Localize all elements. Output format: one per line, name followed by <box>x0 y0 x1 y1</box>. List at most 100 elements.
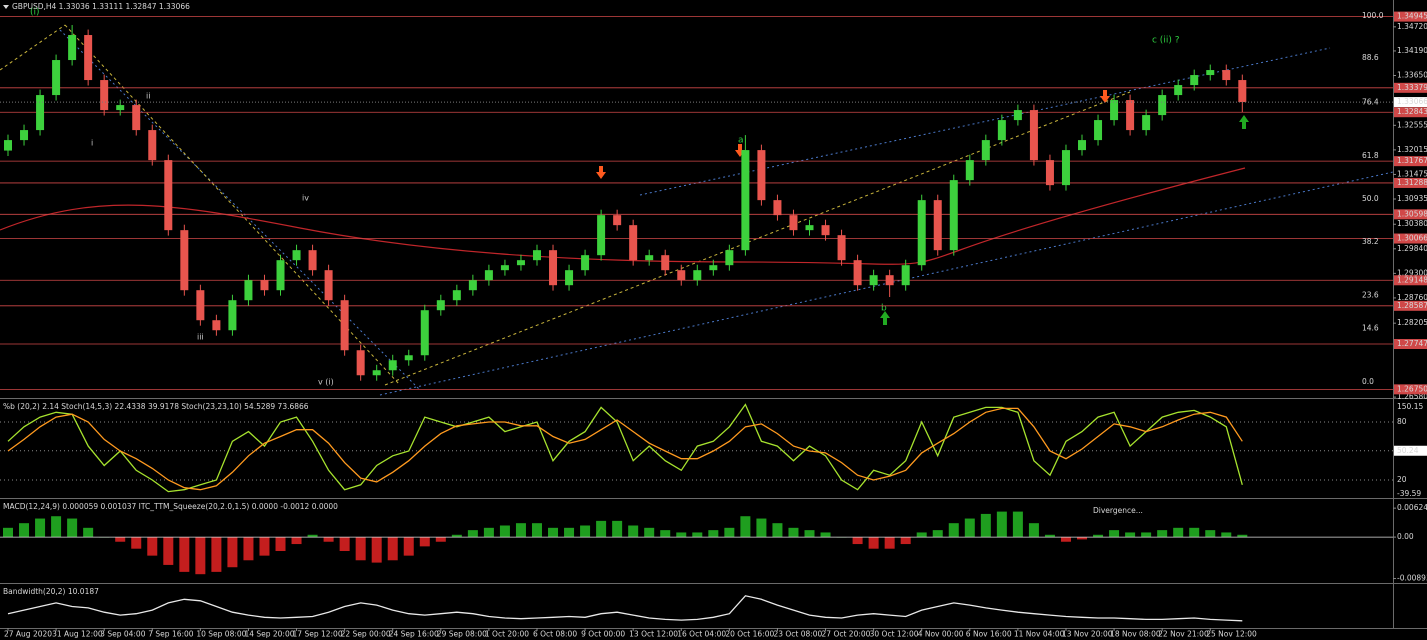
panel-title: %b (20,2) 2.14 Stoch(14,5,3) 22.4338 39.… <box>3 402 309 411</box>
level-label-box <box>1394 275 1427 286</box>
trend-line <box>384 91 1131 386</box>
histogram-bar <box>580 525 591 538</box>
y-tick-label: 0.006241 <box>1397 503 1427 512</box>
histogram-bar <box>708 530 719 538</box>
histogram-bar <box>403 537 414 556</box>
candle-body <box>68 35 77 61</box>
candle-body <box>597 215 606 256</box>
y-tick-label: 50.24 <box>1397 446 1419 455</box>
histogram-bar <box>387 537 398 561</box>
level-label-box <box>1394 384 1427 395</box>
histogram-bar <box>275 537 286 552</box>
histogram-bar <box>948 523 959 538</box>
candle-body <box>549 250 558 286</box>
x-tick-label: 6 Oct 08:00 <box>533 630 577 639</box>
current-price-box <box>1394 97 1427 108</box>
candle-body <box>340 300 349 351</box>
candle-body <box>789 215 798 231</box>
wave-label: c (ii) ? <box>1152 36 1180 46</box>
candle-body <box>324 270 333 301</box>
level-label: 1.33379 <box>1397 83 1427 92</box>
level-label: 1.26750 <box>1397 384 1427 393</box>
candle-body <box>532 250 541 261</box>
histogram-bar <box>419 537 430 547</box>
x-tick-label: 30 Oct 12:00 <box>870 630 919 639</box>
histogram-bar <box>804 530 815 538</box>
candle-body <box>853 260 862 286</box>
histogram-bar <box>788 527 799 538</box>
histogram-bar <box>932 530 943 538</box>
level-label-box <box>1394 11 1427 22</box>
candle-body <box>901 265 910 286</box>
histogram-bar <box>1189 527 1200 538</box>
histogram-bar <box>435 537 446 542</box>
y-tick-label: 1.32015 <box>1397 145 1427 154</box>
y-tick-label: 0.00 <box>1397 532 1414 541</box>
trend-line <box>0 24 66 71</box>
y-tick-label: -0.008937 <box>1397 574 1427 583</box>
histogram-bar <box>1237 534 1248 538</box>
histogram-bar <box>83 527 94 538</box>
candle-body <box>516 260 525 266</box>
level-label-box <box>1394 107 1427 118</box>
arrow-up <box>1239 115 1249 129</box>
x-tick-label: 3 Sep 04:00 <box>100 630 146 639</box>
candle-body <box>4 140 12 151</box>
y-tick-label: 1.30380 <box>1397 219 1427 228</box>
histogram-bar <box>35 518 46 538</box>
wave-label: v (i) <box>318 378 334 387</box>
y-tick-label: 20 <box>1397 475 1407 484</box>
level-label-box <box>1394 82 1427 93</box>
candle-body <box>645 255 654 261</box>
candle-body <box>116 105 125 111</box>
wave-label: a <box>738 136 744 146</box>
fib-label: 61.8 <box>1362 151 1379 160</box>
y-tick-label: 1.30935 <box>1397 194 1427 203</box>
series-line <box>7 403 1243 493</box>
x-tick-label: 16 Oct 04:00 <box>677 630 726 639</box>
wave-label: b <box>881 304 887 314</box>
candle-body <box>228 300 237 331</box>
level-label: 1.30598 <box>1397 209 1427 218</box>
histogram-bar <box>291 537 302 545</box>
histogram-bar <box>307 534 318 538</box>
candle-body <box>1045 160 1054 186</box>
candle-body <box>260 280 269 291</box>
candle-body <box>757 150 766 201</box>
candle-body <box>821 225 830 236</box>
y-tick-label: 1.26580 <box>1397 392 1427 401</box>
level-label-box <box>1394 156 1427 167</box>
scale-label: -39.59 <box>1397 489 1421 498</box>
candle-body <box>869 275 878 286</box>
candle-body <box>1110 100 1119 121</box>
x-tick-label: 17 Sep 12:00 <box>293 630 343 639</box>
x-tick-label: 25 Nov 12:00 <box>1206 630 1257 639</box>
x-tick-label: 6 Nov 16:00 <box>966 630 1012 639</box>
x-tick-label: 22 Nov 21:00 <box>1158 630 1209 639</box>
histogram-bar <box>1093 534 1104 538</box>
x-tick-label: 10 Sep 08:00 <box>196 630 246 639</box>
candle-body <box>885 275 894 286</box>
histogram-bar <box>756 518 767 538</box>
histogram-bar <box>628 525 639 538</box>
candle-body <box>581 255 590 271</box>
candle-body <box>773 200 782 216</box>
histogram-bar <box>1109 530 1120 538</box>
x-tick-label: 7 Sep 16:00 <box>148 630 194 639</box>
histogram-bar <box>676 532 687 538</box>
candle-body <box>693 270 702 281</box>
y-tick-label: 1.29300 <box>1397 268 1427 277</box>
histogram-bar <box>499 525 510 538</box>
histogram-bar <box>1205 530 1216 538</box>
histogram-bar <box>371 537 382 563</box>
candle-body <box>36 95 45 131</box>
candle-body <box>420 310 429 356</box>
candle-body <box>100 80 109 111</box>
wave-label: (i) <box>30 8 40 18</box>
candle-body <box>725 250 734 266</box>
candle-body <box>709 265 718 271</box>
histogram-bar <box>1077 537 1088 540</box>
level-label: 1.30066 <box>1397 234 1427 243</box>
candle-body <box>677 270 686 281</box>
